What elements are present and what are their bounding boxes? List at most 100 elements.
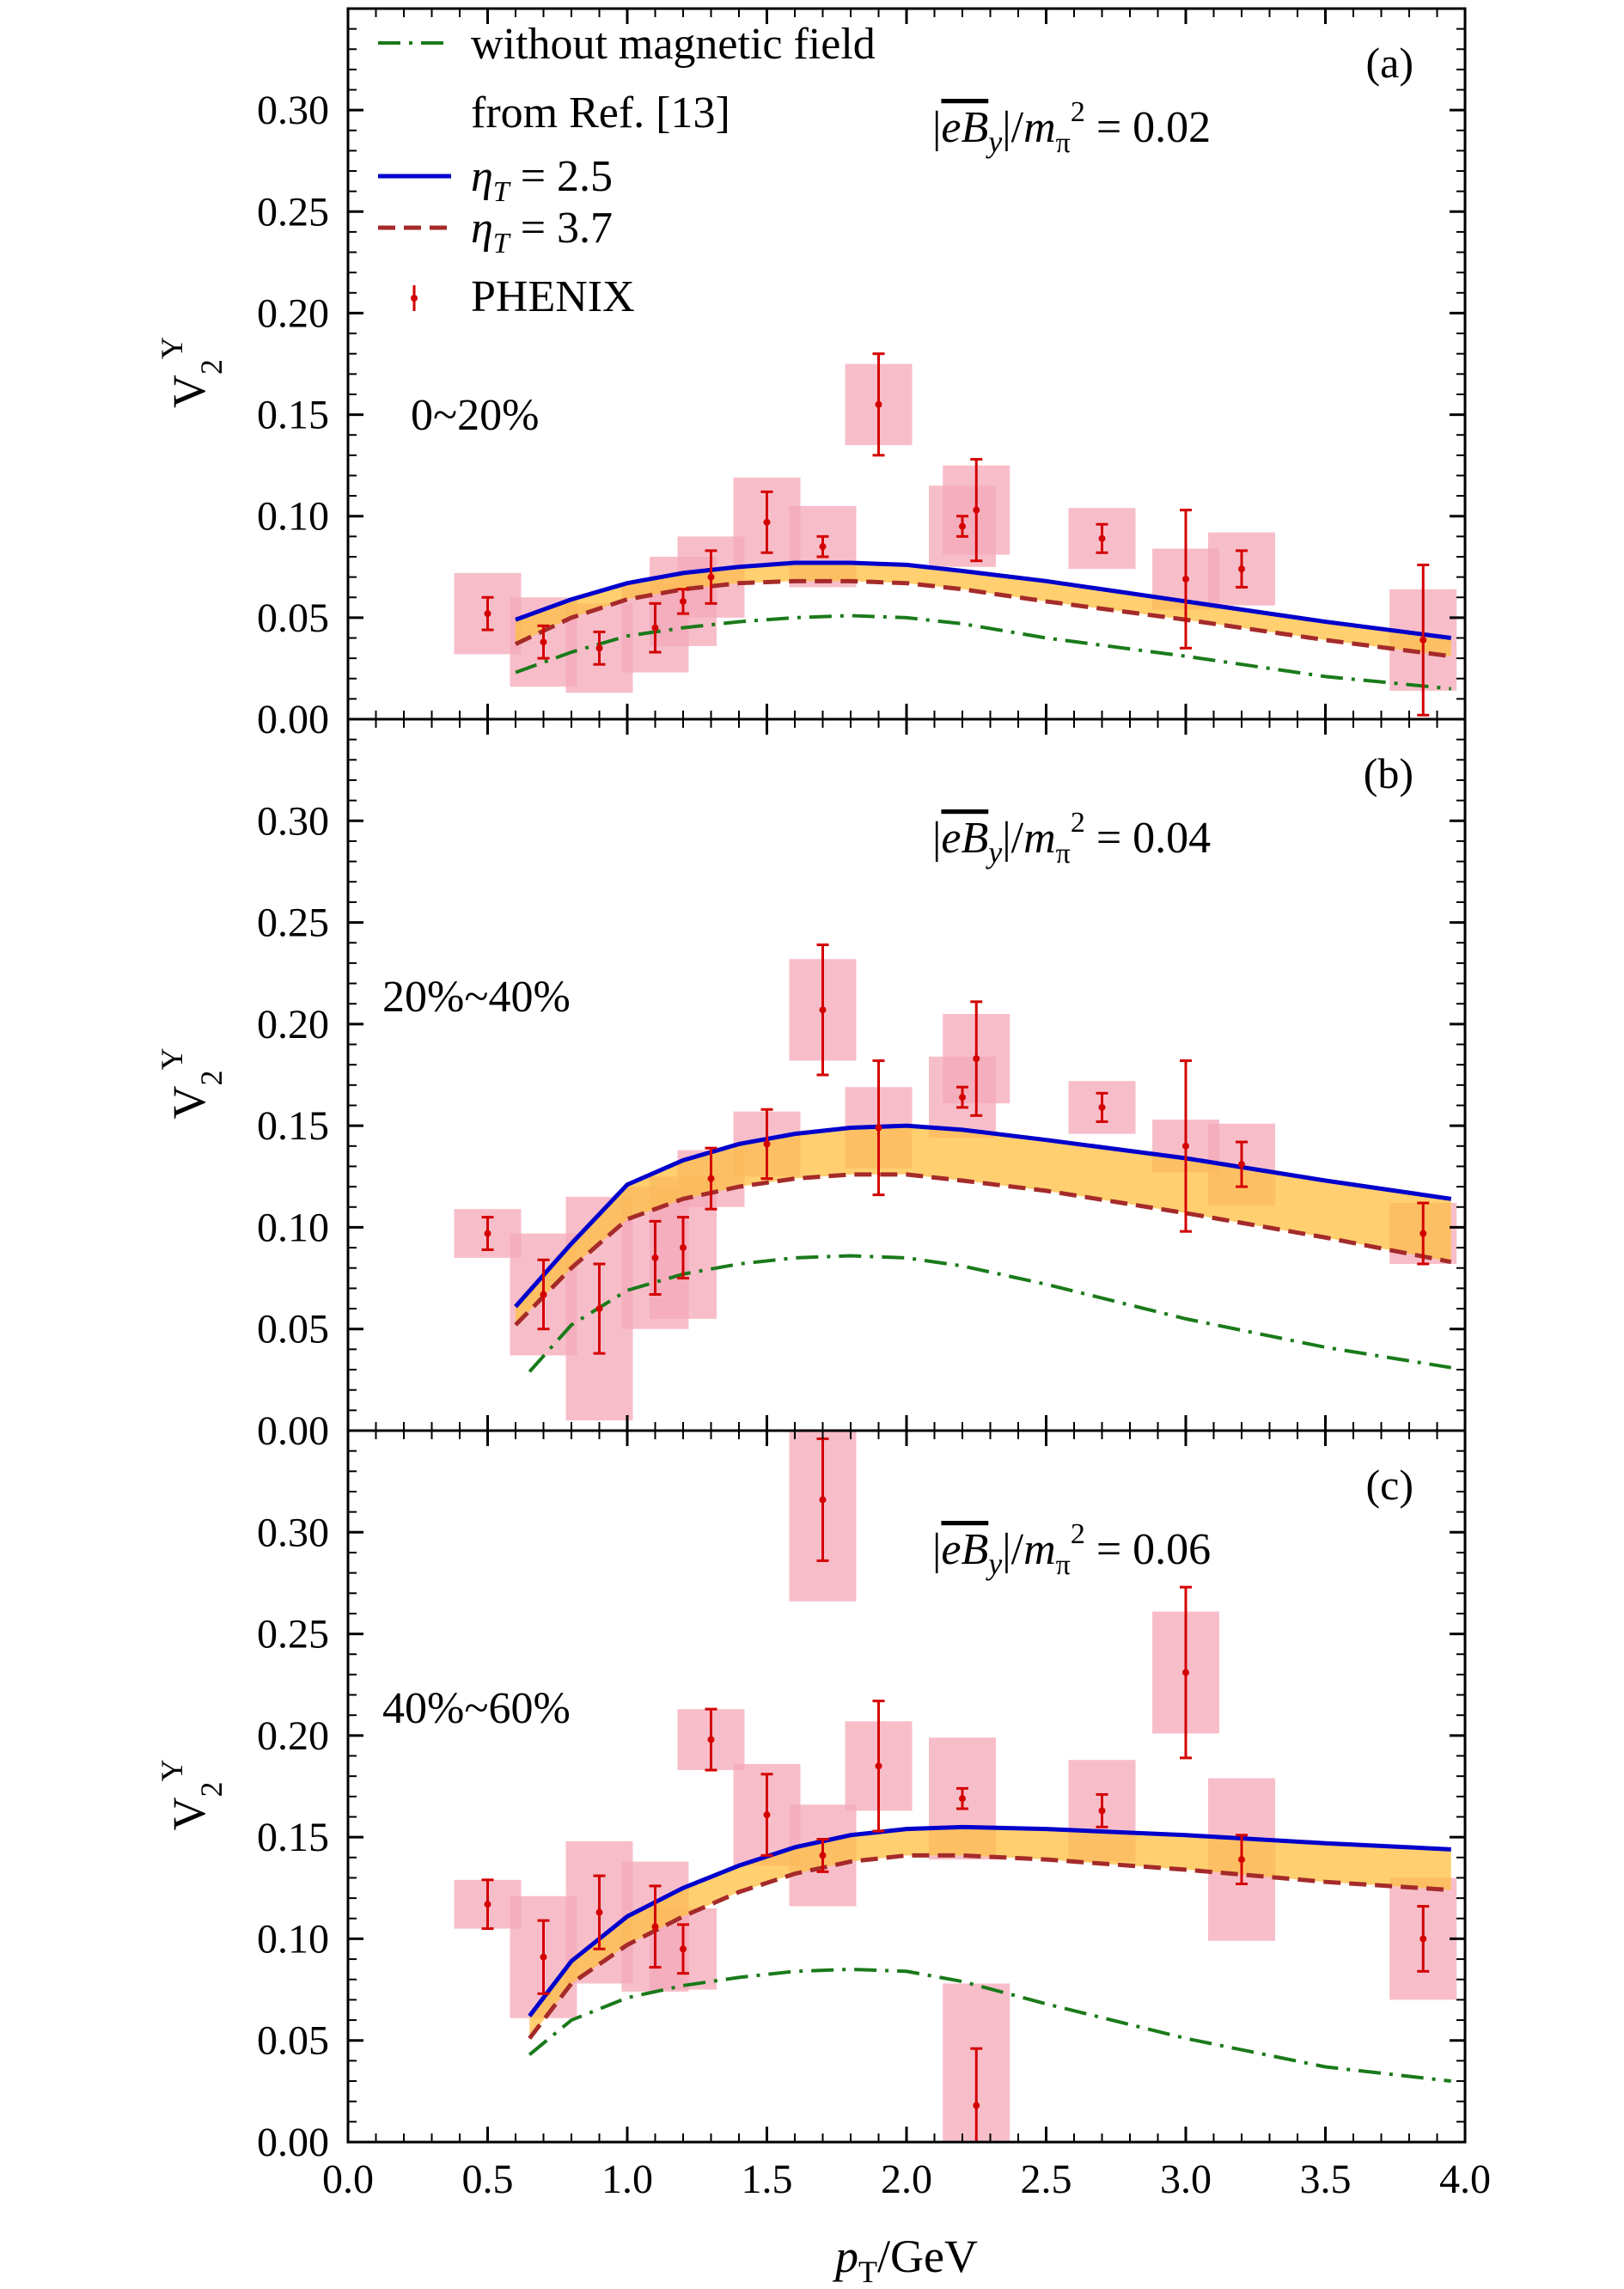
legend-label-eta37: ηT = 3.7	[471, 204, 613, 259]
y-tick-label: 0.20	[257, 1713, 329, 1759]
x-tick-labels: 0.0 0.5 1.0 1.5 2.0 2.5 3.0 3.5 4.0	[322, 2157, 1491, 2202]
plot-area	[454, 943, 1457, 1421]
series-line-eta25	[528, 1824, 1451, 2017]
phenix-point	[680, 1945, 687, 1953]
y-tick-label: 0.30	[257, 798, 329, 844]
phenix-point	[1182, 1669, 1189, 1676]
centrality-label: 20%~40%	[382, 973, 571, 1022]
y-tick-label: 0.10	[257, 1916, 329, 1962]
y-tick-label: 0.15	[257, 1103, 329, 1149]
panel-c: 0.00 0.05 0.10 0.15 0.20 0.25 0.30 V2Y (c) |eBy|/…	[155, 1429, 1467, 2165]
y-tick-label: 0.05	[257, 595, 329, 641]
phenix-point	[1098, 1103, 1106, 1111]
phenix-point	[1238, 1161, 1245, 1169]
y-tick-label: 0.00	[257, 697, 329, 742]
phenix-point	[707, 1736, 715, 1743]
phenix-point	[484, 610, 491, 618]
field-annotation: |eBy|/mπ2 = 0.04	[932, 807, 1211, 870]
legend-label-eta25: ηT = 2.5	[471, 152, 613, 208]
x-tick-label: 1.0	[601, 2157, 653, 2202]
x-tick-label: 3.0	[1160, 2157, 1212, 2202]
phenix-point	[1238, 1856, 1245, 1864]
y-tick-label: 0.00	[257, 2120, 329, 2165]
phenix-point	[1419, 1230, 1427, 1237]
phenix-point	[540, 638, 547, 646]
phenix-point	[651, 1254, 659, 1261]
phenix-point	[973, 506, 980, 514]
y-tick-label: 0.25	[257, 1612, 329, 1657]
field-annotation: |eBy|/mπ2 = 0.06	[932, 1518, 1211, 1581]
y-tick-label: 0.05	[257, 1307, 329, 1352]
panel-b: 0.00 0.05 0.10 0.15 0.20 0.25 0.30 V2Y (b) |eBy|/…	[155, 717, 1467, 1454]
x-axis-title: pT/GeV	[832, 2231, 978, 2289]
legend-label-no-field: without magnetic field	[471, 20, 876, 69]
y-tick-label: 0.15	[257, 393, 329, 438]
y-axis-title: V2Y	[155, 1760, 229, 1831]
legend-label-no-field-ref: from Ref. [13]	[471, 89, 730, 137]
phenix-point	[819, 1852, 827, 1859]
uncertainty-band	[516, 563, 1451, 656]
phenix-point	[875, 1762, 882, 1770]
x-tick-label: 0.0	[322, 2157, 374, 2202]
phenix-point	[1098, 534, 1106, 542]
phenix-point	[707, 1175, 715, 1182]
phenix-point	[707, 573, 715, 581]
y-tick-label: 0.00	[257, 1408, 329, 1454]
series-line-no_field	[528, 1254, 1452, 1373]
y-tick-label: 0.15	[257, 1815, 329, 1860]
x-tick-label: 0.5	[462, 2157, 514, 2202]
phenix-point	[1419, 636, 1427, 644]
panel-label: (a)	[1366, 39, 1414, 87]
phenix-point	[973, 2102, 980, 2109]
centrality-label: 0~20%	[411, 391, 539, 440]
phenix-point	[1419, 1935, 1427, 1943]
phenix-point	[819, 1006, 827, 1014]
phenix-point	[595, 644, 603, 652]
phenix-point	[819, 1496, 827, 1504]
phenix-point	[875, 1124, 882, 1132]
y-tick-label: 0.10	[257, 1205, 329, 1250]
y-axis-title: V2Y	[155, 1048, 229, 1120]
panels-layer: 0.00 0.05 0.10 0.15 0.20 0.25 0.30 V2Y (a) |eBy|/…	[155, 7, 1467, 2165]
phenix-point	[651, 624, 659, 632]
phenix-point	[680, 1244, 687, 1252]
y-tick-label: 0.20	[257, 1002, 329, 1047]
y-tick-label: 0.05	[257, 2018, 329, 2064]
y-axis-title: V2Y	[155, 337, 229, 408]
phenix-point	[959, 1094, 966, 1102]
phenix-point	[763, 518, 771, 526]
phenix-point	[595, 1908, 603, 1916]
y-tick-label: 0.10	[257, 494, 329, 540]
phenix-point	[1098, 1807, 1106, 1815]
x-tick-label: 2.5	[1021, 2157, 1072, 2202]
phenix-point	[1238, 565, 1245, 573]
panel-a: 0.00 0.05 0.10 0.15 0.20 0.25 0.30 V2Y (a) |eBy|/…	[155, 7, 1467, 742]
phenix-point	[763, 1811, 771, 1819]
panel-label: (c)	[1366, 1461, 1414, 1509]
series-line-no_field	[515, 613, 1451, 691]
y-tick-label: 0.20	[257, 290, 329, 336]
phenix-point	[680, 597, 687, 605]
phenix-point	[484, 1901, 491, 1908]
x-tick-label: 2.0	[881, 2157, 932, 2202]
phenix-point	[875, 400, 882, 408]
phenix-point	[484, 1230, 491, 1237]
phenix-point	[973, 1055, 980, 1063]
phenix-point	[540, 1291, 547, 1298]
panel-label: (b)	[1364, 749, 1413, 797]
phenix-point	[959, 1795, 966, 1803]
legend-swatch-phenix-point	[411, 295, 418, 302]
plot-area	[454, 1431, 1457, 2142]
legend-label-phenix: PHENIX	[471, 272, 635, 321]
y-tick-label: 0.25	[257, 189, 329, 235]
uncertainty-band	[529, 1827, 1451, 2039]
uncertainty-band	[516, 1126, 1451, 1325]
legend: without magnetic field from Ref. [13] ηT =…	[378, 20, 876, 321]
phenix-point	[763, 1140, 771, 1148]
phenix-point	[959, 522, 966, 530]
y-tick-label: 0.30	[257, 88, 329, 133]
centrality-label: 40%~60%	[382, 1684, 571, 1733]
phenix-point	[1182, 1142, 1189, 1150]
x-tick-label: 3.5	[1300, 2157, 1352, 2202]
